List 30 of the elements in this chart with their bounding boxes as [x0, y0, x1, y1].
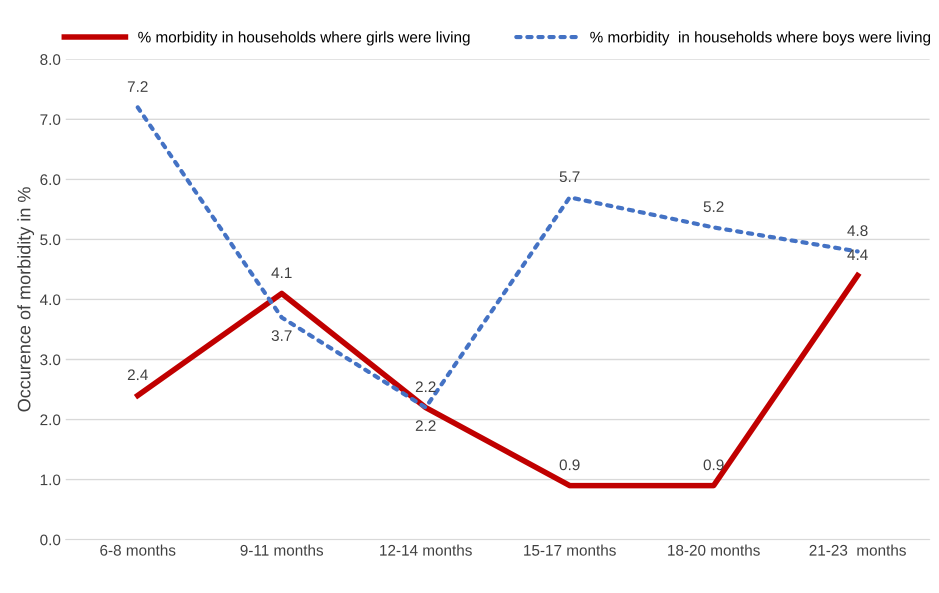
data-label: 3.7 — [272, 330, 292, 342]
y-tick-label: 2.0 — [40, 414, 60, 426]
data-label: 5.2 — [704, 201, 724, 212]
x-tick-label: 9-11 months — [240, 544, 324, 556]
x-tick-label: 15-17 months — [524, 544, 616, 556]
data-label: 4.1 — [271, 267, 292, 278]
y-axis-title: Occurence of morbidity in % — [17, 187, 34, 412]
y-tick-label: 1.0 — [40, 474, 60, 486]
x-tick-label: 12-14 months — [380, 544, 472, 556]
data-label: 2.4 — [128, 369, 148, 380]
data-label: 7.2 — [128, 81, 148, 92]
y-tick-label: 4.0 — [40, 294, 60, 306]
data-label: 0.9 — [704, 459, 724, 470]
y-tick-label: 0.0 — [40, 534, 60, 546]
data-label: 4.8 — [847, 225, 868, 236]
data-label: 2.2 — [416, 381, 436, 392]
y-tick-label: 6.0 — [40, 174, 60, 186]
data-label: 5.7 — [560, 171, 580, 182]
y-tick-label: 7.0 — [40, 114, 60, 126]
x-tick-label: 21-23 months — [810, 544, 906, 556]
x-tick-label: 6-8 months — [100, 544, 176, 556]
data-label: 2.2 — [416, 420, 436, 431]
y-tick-label: 5.0 — [40, 234, 60, 246]
x-tick-label: 18-20 months — [668, 544, 760, 556]
data-label: 0.9 — [560, 459, 580, 470]
legend-label: % morbidity in households where girls were living — [138, 31, 470, 46]
y-tick-label: 8.0 — [40, 54, 60, 65]
data-label: 4.4 — [847, 249, 868, 260]
y-tick-label: 3.0 — [40, 354, 60, 366]
legend-label: % morbidity in households where boys were living — [590, 31, 930, 46]
